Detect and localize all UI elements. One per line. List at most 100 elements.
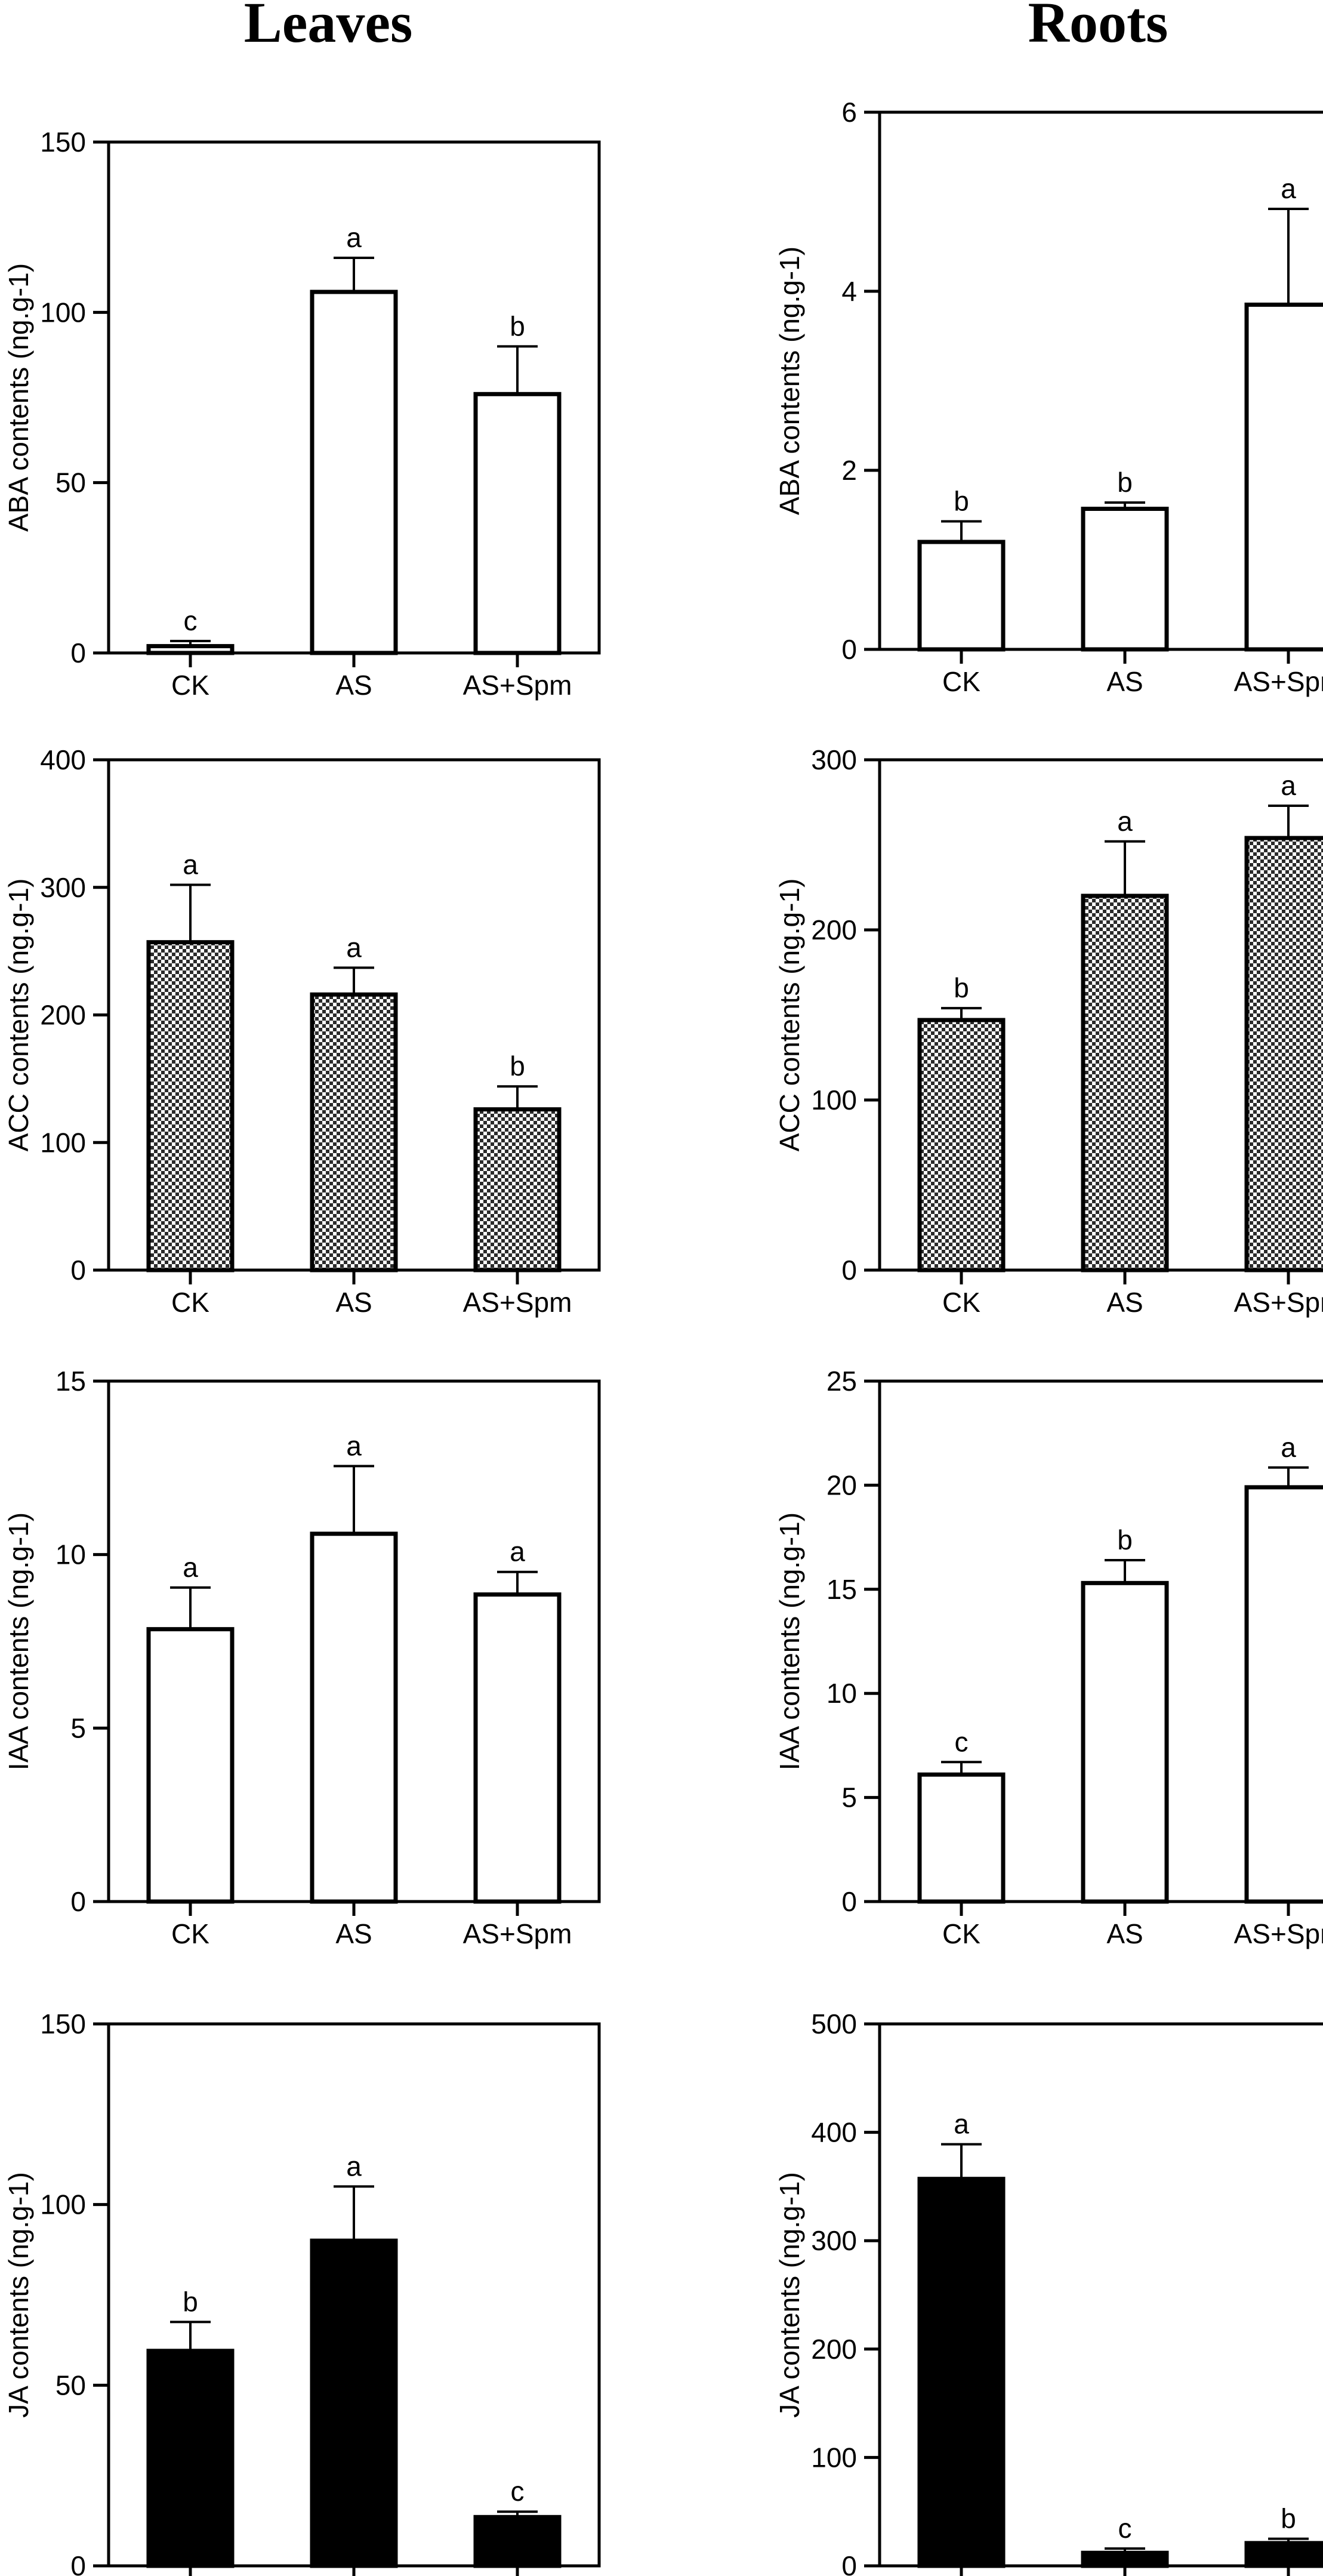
y-tick-label-roots-acc-0: 0: [841, 1255, 857, 1286]
y-tick-label-roots-iaa-20: 20: [827, 1469, 857, 1500]
sig-label-roots-iaa-1: b: [1117, 1524, 1133, 1555]
bar-leaves-acc-2: [473, 1107, 562, 1272]
y-tick-label-leaves-iaa-5: 5: [70, 1712, 86, 1743]
y-tick-label-leaves-aba-0: 0: [70, 637, 86, 668]
y-tick-label-leaves-acc-300: 300: [40, 872, 86, 903]
category-label-leaves-acc-2: AS+Spm: [463, 1287, 572, 1318]
chart-roots-acc: b CK a AS a AS+Spm 0 100 200 300 ACC contents (ng.…: [774, 744, 1323, 1318]
y-tick-label-roots-ja-200: 200: [811, 2334, 857, 2365]
y-tick-label-leaves-iaa-15: 15: [55, 1366, 86, 1397]
y-tick-label-leaves-aba-100: 100: [40, 297, 86, 328]
sig-label-leaves-ja-2: c: [511, 2476, 525, 2507]
bar-leaves-acc-1: [310, 992, 398, 1272]
category-label-roots-iaa-1: AS: [1106, 1918, 1143, 1949]
y-tick-label-leaves-aba-50: 50: [55, 467, 86, 498]
bar-roots-aba-1: [1081, 507, 1169, 652]
y-tick-label-roots-aba-2: 2: [841, 455, 857, 486]
bar-roots-acc-2: [1244, 836, 1323, 1272]
bar-roots-iaa-2: [1244, 1485, 1323, 1904]
category-label-roots-iaa-2: AS+Spm: [1234, 1918, 1323, 1949]
bar-leaves-ja-2: [473, 2515, 562, 2568]
y-tick-label-roots-ja-100: 100: [811, 2442, 857, 2473]
sig-label-leaves-ja-1: a: [346, 2150, 362, 2181]
category-label-leaves-iaa-2: AS+Spm: [463, 1918, 572, 1949]
sig-label-roots-acc-0: b: [954, 972, 969, 1003]
sig-label-leaves-acc-2: b: [510, 1050, 525, 1081]
y-tick-label-leaves-acc-400: 400: [40, 744, 86, 775]
column-title-leaves: Leaves: [244, 0, 413, 54]
y-tick-label-roots-aba-0: 0: [841, 634, 857, 665]
sig-label-leaves-iaa-1: a: [346, 1430, 362, 1461]
bar-roots-acc-0: [917, 1018, 1006, 1272]
sig-label-leaves-iaa-0: a: [183, 1552, 198, 1583]
sig-label-roots-acc-1: a: [1117, 806, 1133, 837]
bar-roots-ja-0: [917, 2177, 1006, 2568]
y-tick-label-roots-iaa-15: 15: [827, 1574, 857, 1605]
chart-leaves-ja: bCKaAScAS+Spm050100150JA contents (ng.g-…: [3, 2008, 601, 2576]
sig-label-roots-acc-2: a: [1281, 770, 1296, 801]
y-tick-label-roots-ja-400: 400: [811, 2117, 857, 2148]
bar-roots-acc-1: [1081, 893, 1169, 1272]
category-label-roots-acc-1: AS: [1106, 1287, 1143, 1318]
bar-roots-iaa-0: [917, 1772, 1006, 1904]
y-tick-label-leaves-ja-50: 50: [55, 2369, 86, 2401]
sig-label-roots-iaa-2: a: [1281, 1432, 1296, 1463]
bar-roots-ja-1: [1081, 2550, 1169, 2568]
y-tick-label-roots-iaa-5: 5: [841, 1782, 857, 1813]
column-title-roots: Roots: [1028, 0, 1168, 54]
sig-label-leaves-ja-0: b: [183, 2286, 198, 2317]
y-tick-label-roots-ja-0: 0: [841, 2550, 857, 2576]
category-label-roots-aba-1: AS: [1106, 666, 1143, 697]
y-tick-label-roots-ja-300: 300: [811, 2225, 857, 2256]
bar-roots-iaa-1: [1081, 1580, 1169, 1904]
y-tick-label-roots-aba-6: 6: [841, 97, 857, 128]
y-tick-label-leaves-ja-150: 150: [40, 2008, 86, 2039]
y-axis-label-leaves-iaa: IAA contents (ng.g-1): [3, 1512, 34, 1770]
category-label-leaves-aba-0: CK: [171, 670, 209, 701]
y-tick-label-roots-iaa-10: 10: [827, 1678, 857, 1709]
y-tick-label-roots-iaa-0: 0: [841, 1886, 857, 1917]
y-tick-label-roots-aba-4: 4: [841, 276, 857, 307]
bar-leaves-ja-0: [146, 2349, 235, 2568]
category-label-leaves-aba-2: AS+Spm: [463, 670, 572, 701]
bar-leaves-iaa-0: [146, 1627, 235, 1904]
sig-label-leaves-aba-1: a: [346, 222, 362, 253]
y-axis-label-leaves-ja: JA contents (ng.g-1): [3, 2172, 34, 2418]
category-label-roots-acc-0: CK: [942, 1287, 980, 1318]
y-axis-label-roots-iaa: IAA contents (ng.g-1): [774, 1512, 805, 1770]
y-tick-label-leaves-ja-0: 0: [70, 2550, 86, 2576]
sig-label-roots-ja-2: b: [1281, 2503, 1296, 2534]
chart-roots-ja: aCKcASbAS+Spm0100200300400500JA contents…: [774, 2008, 1323, 2576]
y-axis-label-roots-acc: ACC contents (ng.g-1): [774, 879, 805, 1152]
bar-leaves-acc-0: [146, 940, 235, 1272]
y-axis-label-leaves-acc: ACC contents (ng.g-1): [3, 879, 34, 1152]
chart-roots-aba: b CK b AS a AS+Spm 0 2 4 6 ABA contents (ng.g-1): [774, 97, 1323, 697]
y-tick-label-roots-iaa-25: 25: [827, 1366, 857, 1397]
category-label-leaves-acc-0: CK: [171, 1287, 209, 1318]
y-tick-label-roots-acc-100: 100: [811, 1084, 857, 1116]
y-tick-label-leaves-iaa-10: 10: [55, 1539, 86, 1570]
sig-label-roots-iaa-0: c: [955, 1726, 969, 1757]
category-label-roots-iaa-0: CK: [942, 1918, 980, 1949]
sig-label-roots-ja-0: a: [954, 2109, 969, 2140]
sig-label-leaves-aba-0: c: [184, 605, 198, 636]
bar-leaves-iaa-1: [310, 1532, 398, 1904]
bar-roots-aba-2: [1244, 303, 1323, 652]
y-tick-label-leaves-iaa-0: 0: [70, 1886, 86, 1917]
y-tick-label-roots-acc-200: 200: [811, 914, 857, 945]
y-axis-label-roots-ja: JA contents (ng.g-1): [774, 2172, 805, 2418]
category-label-leaves-iaa-0: CK: [171, 1918, 209, 1949]
y-tick-label-leaves-aba-150: 150: [40, 127, 86, 158]
y-tick-label-leaves-acc-100: 100: [40, 1127, 86, 1158]
chart-roots-iaa: c CK b AS a AS+Spm 0 5 10 15 20 25 IAA contents (ng.…: [774, 1366, 1323, 1949]
chart-leaves-iaa: a CK a AS a AS+Spm 0 5 10 15 IAA contents (ng.g-1): [3, 1366, 601, 1949]
bar-leaves-aba-1: [310, 289, 398, 655]
category-label-roots-aba-0: CK: [942, 666, 980, 697]
sig-label-roots-aba-2: a: [1281, 173, 1296, 204]
y-axis-label-leaves-aba: ABA contents (ng.g-1): [3, 263, 34, 532]
sig-label-leaves-iaa-2: a: [510, 1536, 525, 1567]
y-tick-label-leaves-acc-200: 200: [40, 1000, 86, 1031]
y-tick-label-leaves-acc-0: 0: [70, 1255, 86, 1286]
category-label-roots-acc-2: AS+Spm: [1234, 1287, 1323, 1318]
